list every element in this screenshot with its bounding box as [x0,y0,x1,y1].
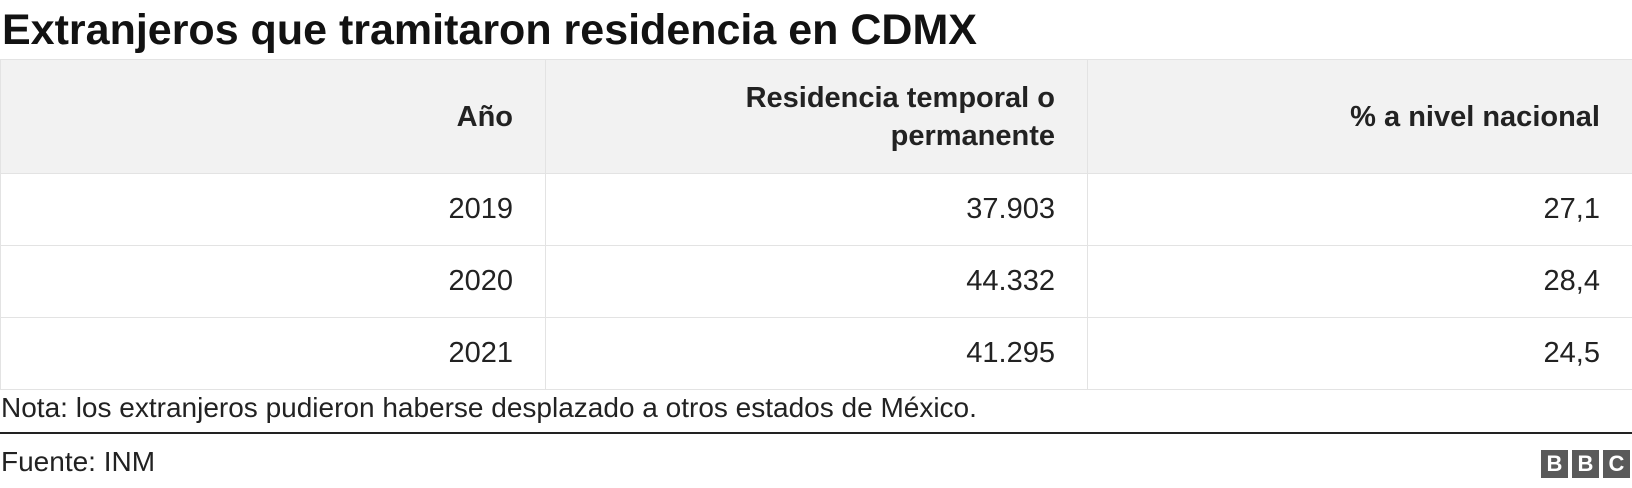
cell-year: 2019 [0,173,546,246]
cell-national-pct: 27,1 [1087,173,1632,246]
column-header-national-pct: % a nivel nacional [1087,59,1632,174]
source-text: Fuente: INM [1,446,156,477]
cell-residence: 37.903 [545,173,1088,246]
bbc-logo: B B C [1541,450,1630,478]
logo-letter: B [1572,450,1599,478]
table-row: 2019 37.903 27,1 [0,173,1632,246]
cell-national-pct: 24,5 [1087,317,1632,390]
table-header: Año Residencia temporal o permanente % a… [0,59,1632,174]
cell-residence: 44.332 [545,245,1088,318]
cell-national-pct: 28,4 [1087,245,1632,318]
logo-letter: B [1541,450,1568,478]
column-header-year: Año [0,59,546,174]
data-table: Año Residencia temporal o permanente % a… [0,59,1632,390]
table-row: 2020 44.332 28,4 [0,245,1632,318]
table-row: 2021 41.295 24,5 [0,317,1632,390]
cell-residence: 41.295 [545,317,1088,390]
footer-divider [0,432,1632,434]
cell-year: 2020 [0,245,546,318]
footnote: Nota: los extranjeros pudieron haberse d… [1,392,977,423]
table-body: 2019 37.903 27,1 2020 44.332 28,4 2021 4… [0,173,1632,390]
logo-letter: C [1603,450,1630,478]
cell-year: 2021 [0,317,546,390]
column-header-residence: Residencia temporal o permanente [545,59,1088,174]
header-row: Año Residencia temporal o permanente % a… [0,59,1632,174]
chart-title: Extranjeros que tramitaron residencia en… [2,6,977,54]
